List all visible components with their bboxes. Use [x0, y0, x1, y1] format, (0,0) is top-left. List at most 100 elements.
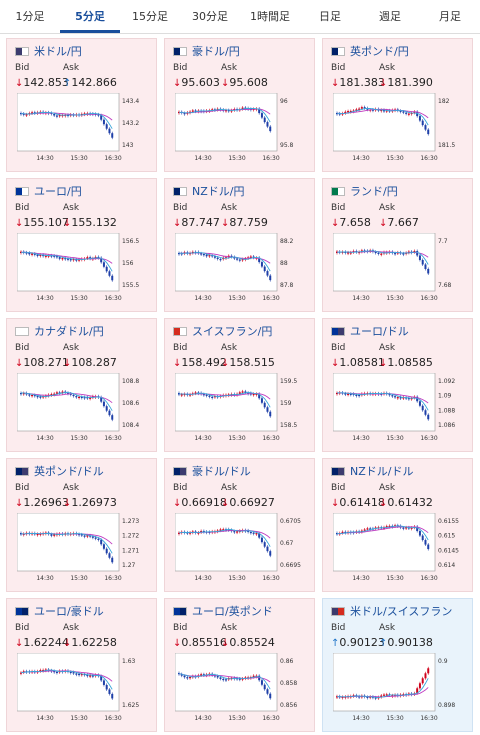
tab-timeframe[interactable]: 日足: [319, 10, 341, 23]
tab-timeframe[interactable]: 5分足: [60, 0, 120, 33]
candle: [108, 553, 111, 558]
rate-card[interactable]: 米ドル/スイスフラン Bid Ask ↑0.90123 ↑0.90138 0.9…: [322, 598, 473, 732]
pair-name[interactable]: 英ポンド/ドル: [34, 465, 104, 478]
mini-chart[interactable]: 143.4 143.2 143 14:30 15:30 16:30: [16, 92, 148, 165]
ask-price: 1.26973: [71, 496, 117, 509]
y-tick-label: 108.6: [122, 400, 139, 407]
pair-name[interactable]: ユーロ/円: [34, 185, 82, 198]
candle: [67, 392, 69, 394]
rate-card[interactable]: ランド/円 Bid Ask ↓7.658 ↓7.667 7.7 7.68 14:30…: [322, 178, 473, 312]
candle: [388, 525, 391, 528]
moving-average-line: [336, 108, 429, 119]
mini-chart[interactable]: 1.273 1.272 1.271 1.27 14:30 15:30 16:30: [16, 512, 148, 585]
candle: [22, 113, 25, 115]
candle: [75, 673, 78, 675]
mini-chart[interactable]: 156.5 156 155.5 14:30 15:30 16:30: [16, 232, 148, 305]
mini-chart[interactable]: 108.8 108.6 108.4 14:30 15:30 16:30: [16, 372, 148, 445]
candle: [42, 669, 45, 672]
y-tick-label: 143.2: [122, 120, 139, 127]
y-tick-label: 1.272: [122, 533, 139, 540]
candle: [53, 255, 56, 257]
pair-name[interactable]: 米ドル/円: [34, 45, 82, 58]
mini-chart[interactable]: 159.5 159 158.5 14:30 15:30 16:30: [174, 372, 306, 445]
rate-card[interactable]: 豪ドル/円 Bid Ask ↓95.603 ↓95.608 96 95.8 14:3…: [164, 38, 315, 172]
candle: [33, 253, 36, 255]
arrow-down-icon: ↓: [15, 638, 24, 649]
rate-card[interactable]: ユーロ/ドル Bid Ask ↓1.08581 ↓1.08585 1.092 1.…: [322, 318, 473, 452]
pair-name[interactable]: 米ドル/スイスフラン: [350, 605, 453, 618]
mini-chart[interactable]: 7.7 7.68 14:30 15:30 16:30: [332, 232, 464, 305]
moving-average-short-line: [178, 392, 271, 408]
tab-timeframe[interactable]: 1時間足: [250, 10, 290, 23]
candle: [416, 250, 419, 256]
mini-chart[interactable]: 0.6705 0.67 0.6695 14:30 15:30 16:30: [174, 512, 306, 585]
arrow-down-icon: ↓: [173, 218, 182, 229]
rate-card[interactable]: 米ドル/円 Bid Ask ↓142.853 ↑142.866 143.4 143…: [6, 38, 157, 172]
chart-svg: 159.5 159 158.5 14:30 15:30 16:30: [174, 372, 297, 442]
rate-card[interactable]: 豪ドル/ドル Bid Ask ↓0.66918 ↓0.66927 0.6705 0…: [164, 458, 315, 592]
pair-name[interactable]: NZドル/円: [192, 185, 245, 198]
rate-card[interactable]: NZドル/ドル Bid Ask ↓0.61418 ↓0.61432 0.6155…: [322, 458, 473, 592]
pair-name[interactable]: ユーロ/ドル: [350, 325, 409, 338]
mini-chart[interactable]: 96 95.8 14:30 15:30 16:30: [174, 92, 306, 165]
pair-name[interactable]: 豪ドル/ドル: [192, 465, 251, 478]
bid-label: Bid: [331, 623, 346, 633]
tab-timeframe[interactable]: 30分足: [192, 10, 228, 23]
ask-value: ↓95.608: [221, 76, 268, 89]
arrow-down-icon: ↓: [173, 498, 182, 509]
tab-timeframe[interactable]: 月足: [439, 10, 461, 23]
x-tick-label: 16:30: [420, 435, 437, 442]
pair-name[interactable]: カナダドル/円: [34, 325, 104, 338]
candle: [336, 392, 338, 395]
rate-card[interactable]: スイスフラン/円 Bid Ask ↓158.492 ↓158.515 159.5…: [164, 318, 315, 452]
x-tick-label: 14:30: [36, 295, 53, 302]
rate-card[interactable]: ユーロ/円 Bid Ask ↓155.107 ↓155.132 156.5 156…: [6, 178, 157, 312]
candle: [58, 115, 61, 117]
candle: [424, 540, 427, 545]
plot-area: [332, 512, 436, 572]
candle: [80, 534, 83, 536]
timeframe-tabs: 1分足 5分足 15分足 30分足 1時間足 日足 週足 月足: [0, 0, 480, 34]
candle: [424, 410, 427, 415]
chart-svg: 0.9 0.898 14:30 15:30 16:30: [332, 652, 455, 722]
pair-name[interactable]: NZドル/ドル: [350, 465, 414, 478]
plot-area: [174, 92, 278, 152]
rate-card[interactable]: カナダドル/円 Bid Ask ↓108.271 ↓108.287 108.8 1…: [6, 318, 157, 452]
candle: [360, 250, 363, 252]
tab-timeframe[interactable]: 15分足: [132, 10, 168, 23]
card-header: ランド/円: [331, 184, 398, 198]
mini-chart[interactable]: 1.63 1.625 14:30 15:30 16:30: [16, 652, 148, 725]
pair-name[interactable]: 英ポンド/円: [350, 45, 409, 58]
rate-card[interactable]: 英ポンド/ドル Bid Ask ↓1.26963 ↓1.26973 1.273 1…: [6, 458, 157, 592]
mini-chart[interactable]: 88.2 88 87.8 14:30 15:30 16:30: [174, 232, 306, 305]
x-tick-label: 15:30: [70, 715, 87, 722]
mini-chart[interactable]: 182 181.5 14:30 15:30 16:30: [332, 92, 464, 165]
candle: [53, 534, 56, 536]
candle: [380, 695, 383, 698]
candle: [238, 392, 241, 394]
candle: [28, 394, 31, 396]
mini-chart[interactable]: 0.9 0.898 14:30 15:30 16:30: [332, 652, 464, 725]
tab-timeframe[interactable]: 週足: [379, 10, 401, 23]
mini-chart[interactable]: 0.6155 0.615 0.6145 0.614 14:30 15:30 16:30: [332, 512, 464, 585]
rate-card[interactable]: 英ポンド/円 Bid Ask ↓181.383 ↓181.390 182 181.…: [322, 38, 473, 172]
rate-card[interactable]: NZドル/円 Bid Ask ↓87.747 ↓87.759 88.2 88 87.…: [164, 178, 315, 312]
candle: [50, 394, 53, 396]
x-tick-label: 15:30: [386, 435, 403, 442]
pair-name[interactable]: ユーロ/豪ドル: [34, 605, 104, 618]
pair-name[interactable]: ユーロ/英ポンド: [192, 605, 273, 618]
rate-card[interactable]: ユーロ/英ポンド Bid Ask ↓0.85516 ↓0.85524 0.86 0…: [164, 598, 315, 732]
tab-timeframe[interactable]: 1分足: [15, 10, 45, 23]
candle: [178, 393, 180, 395]
pair-name[interactable]: 豪ドル/円: [192, 45, 240, 58]
pair-name[interactable]: スイスフラン/円: [192, 325, 273, 338]
y-tick-label: 156.5: [122, 238, 139, 245]
chart-svg: 156.5 156 155.5 14:30 15:30 16:30: [16, 232, 139, 302]
pair-name[interactable]: ランド/円: [350, 185, 398, 198]
rate-card[interactable]: ユーロ/豪ドル Bid Ask ↓1.62244 ↓1.62258 1.63 1.…: [6, 598, 157, 732]
mini-chart[interactable]: 1.092 1.09 1.088 1.086 14:30 15:30 16:30: [332, 372, 464, 445]
mini-chart[interactable]: 0.86 0.858 0.856 14:30 15:30 16:30: [174, 652, 306, 725]
arrow-down-icon: ↓: [221, 358, 230, 369]
moving-average-short-line: [20, 111, 113, 129]
x-tick-label: 15:30: [228, 715, 245, 722]
